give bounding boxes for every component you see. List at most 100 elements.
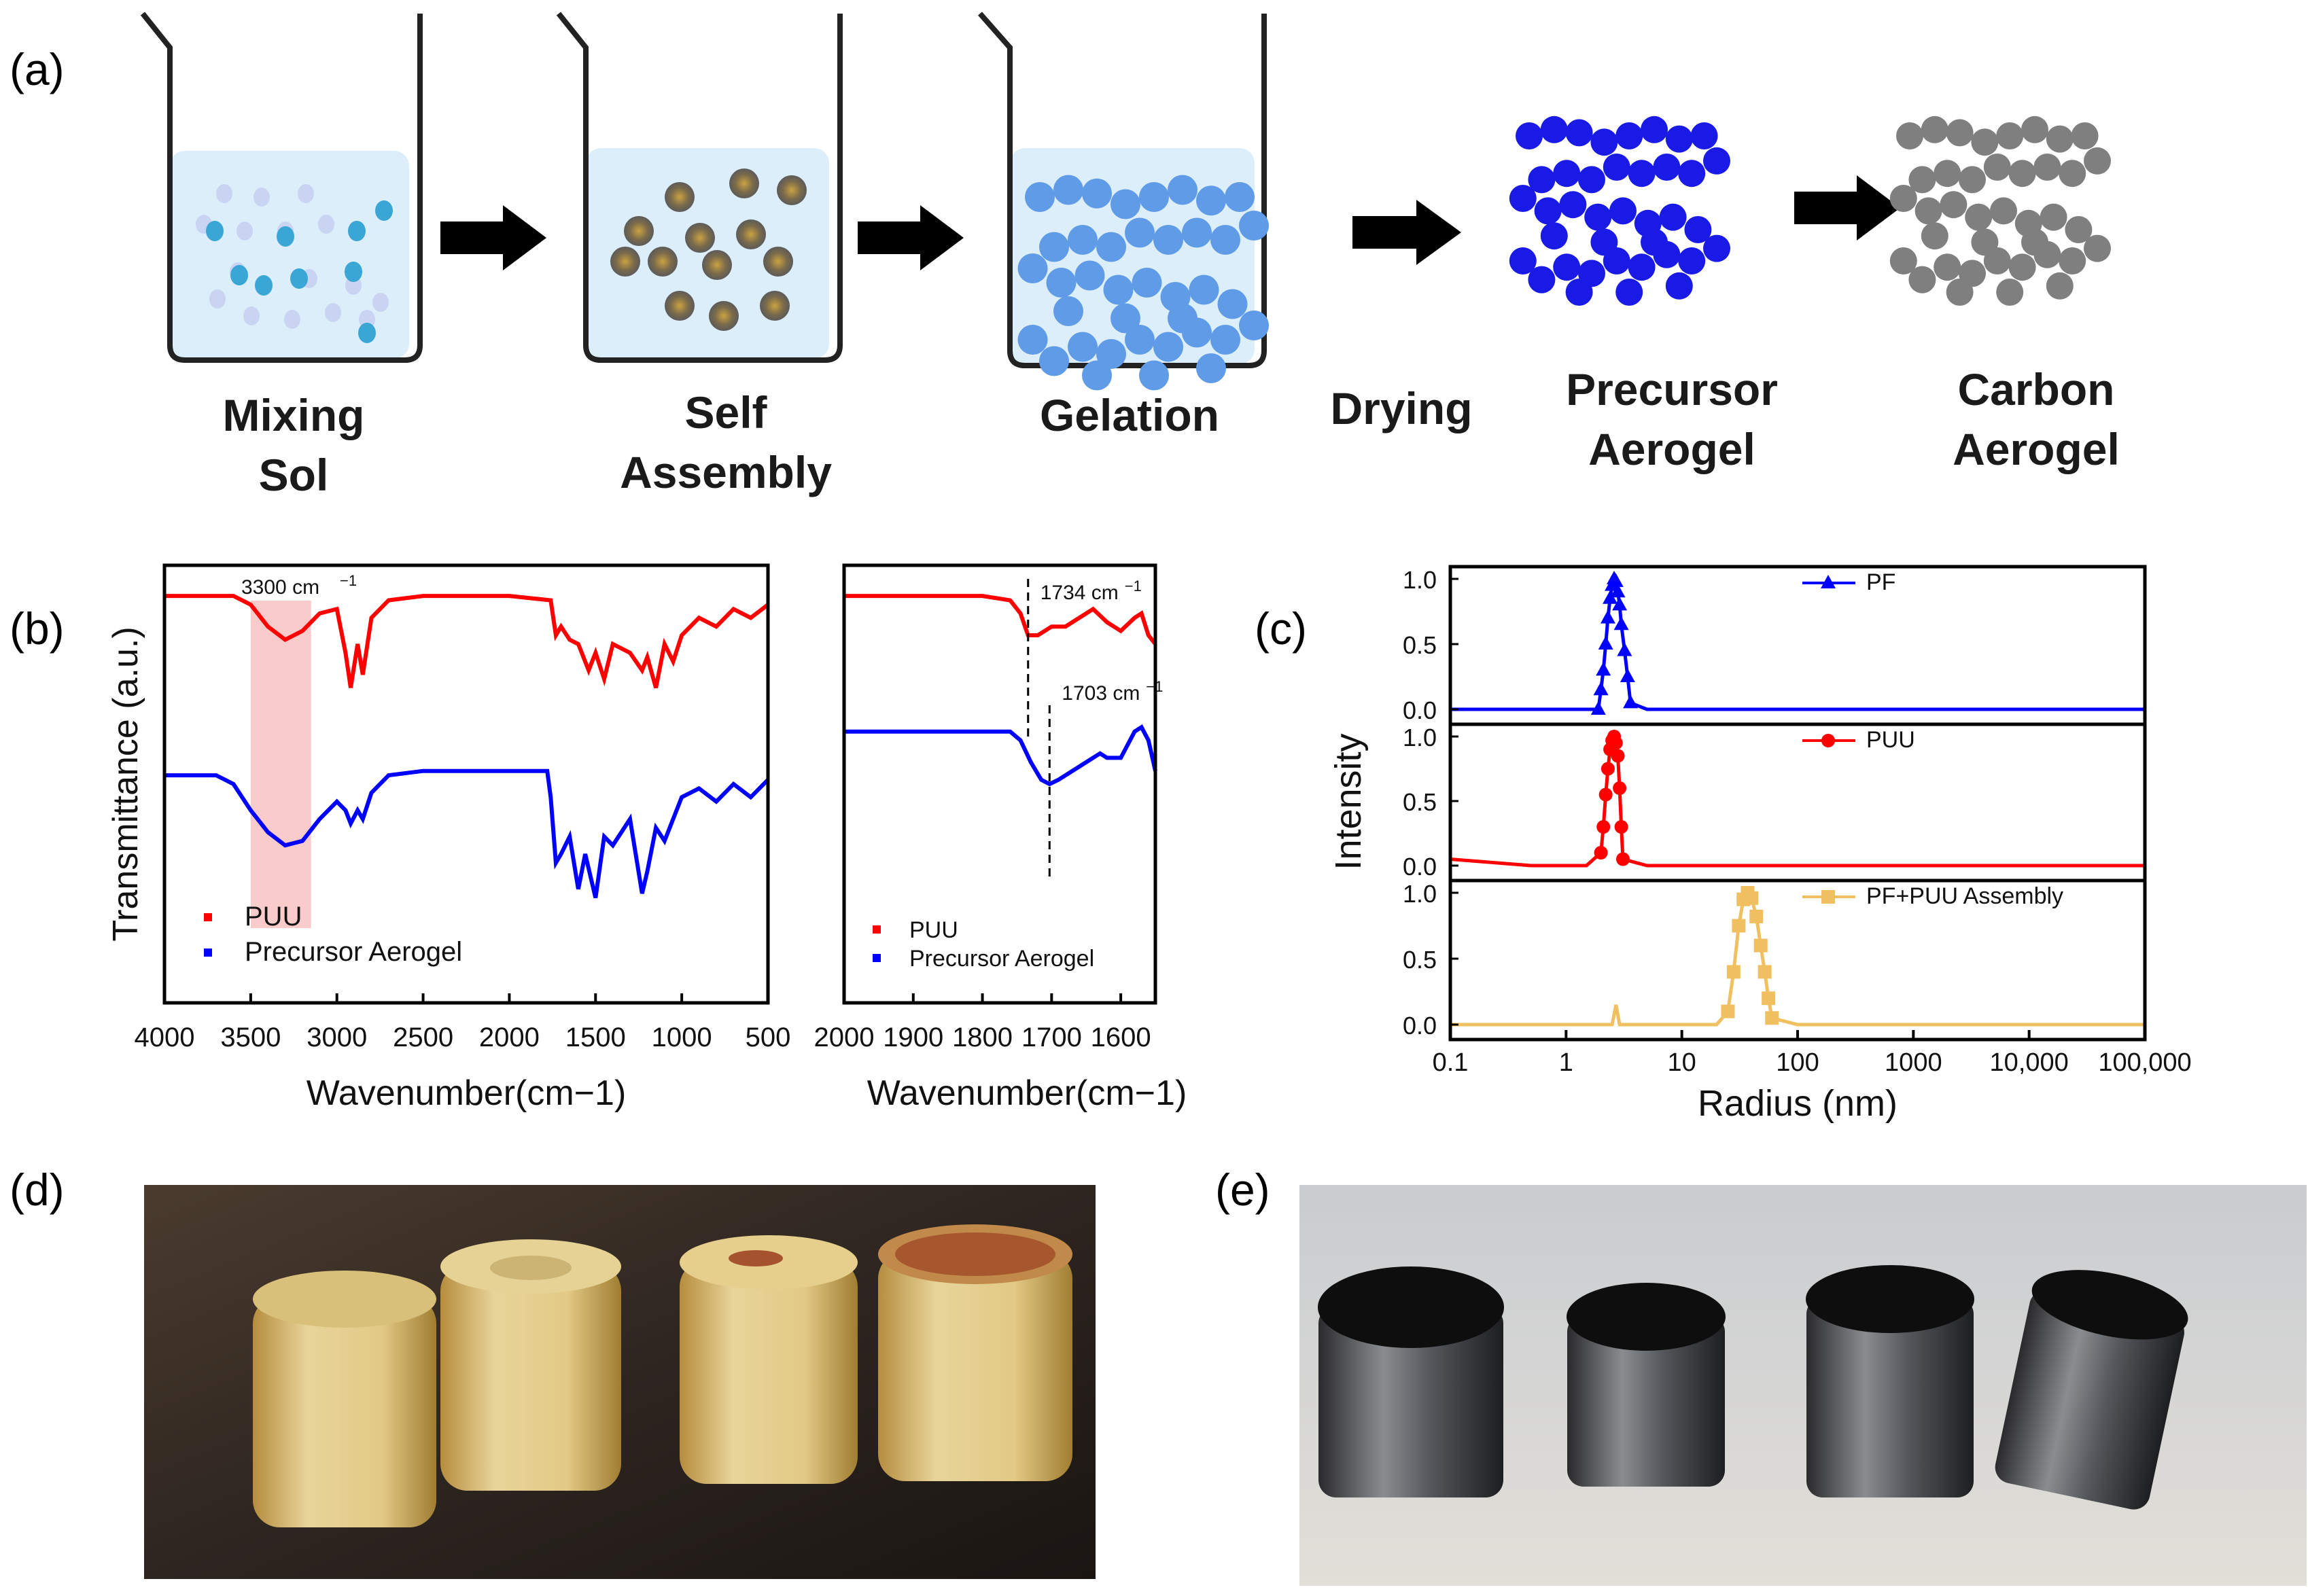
precursor-particle xyxy=(1516,122,1543,149)
gel-particle xyxy=(1025,182,1055,212)
gel-particle xyxy=(1082,360,1112,391)
data-point xyxy=(1593,681,1609,696)
x-tick-label: 0.1 xyxy=(1433,1048,1469,1077)
assembled-particle xyxy=(648,247,678,277)
data-point xyxy=(1596,662,1611,676)
carbon-particle xyxy=(1934,160,1961,188)
data-point xyxy=(1623,694,1639,709)
precursor-particle xyxy=(1615,279,1643,306)
series-line-pf-puu-assembly xyxy=(1450,889,2145,1027)
gel-particle xyxy=(1189,274,1219,305)
data-point xyxy=(1758,965,1772,979)
precursor-particle xyxy=(1534,197,1562,225)
data-point xyxy=(1612,597,1628,611)
beaker-liquid xyxy=(170,151,409,359)
x-tick-label: 10,000 xyxy=(1990,1048,2069,1077)
panel-d: (d) xyxy=(10,1165,1096,1579)
precursor-particle xyxy=(1703,147,1730,175)
gel-particle xyxy=(1103,274,1134,305)
data-point xyxy=(1617,642,1632,656)
sol-particle-light xyxy=(253,188,270,207)
y-tick-label: 0.0 xyxy=(1403,853,1437,881)
beaker-mixing-sol xyxy=(140,12,423,363)
carbon-particle xyxy=(2008,253,2036,281)
data-point xyxy=(1614,820,1628,834)
ftir-full-chart: 4000 3500 3000 2500 2000 1500 1000 500 Wavenumbe… xyxy=(106,563,791,1113)
x-tick-label: 3500 xyxy=(220,1023,281,1052)
beaker-gelation xyxy=(977,12,1269,391)
precursor-particle xyxy=(1590,128,1618,156)
sol-particles xyxy=(196,184,393,343)
legend-marker xyxy=(1821,575,1836,588)
annotation-label: 1703 cm xyxy=(1062,682,1140,705)
x-tick-label: 10 xyxy=(1668,1048,1696,1077)
x-tick-label: 4000 xyxy=(135,1023,195,1052)
carbon-particle xyxy=(1971,128,1999,156)
sol-particle-light xyxy=(298,184,314,203)
annotation-3300-superscript: −1 xyxy=(340,572,357,589)
carbon-aerogel-photo xyxy=(1299,1185,2307,1586)
gel-particle xyxy=(1139,360,1169,391)
carbon-particle xyxy=(2033,154,2061,181)
y-tick-label: 1.0 xyxy=(1403,566,1437,594)
precursor-particle xyxy=(1553,160,1581,188)
gel-particle xyxy=(1168,175,1197,205)
sol-particle-light xyxy=(284,310,300,329)
precursor-particle xyxy=(1690,122,1718,149)
step-label-carbon: Carbon xyxy=(1958,364,2115,414)
precursor-particle xyxy=(1578,166,1605,194)
yellow-cylinder-3 xyxy=(680,1235,858,1484)
data-point xyxy=(1749,909,1764,923)
precursor-particle xyxy=(1665,272,1693,300)
black-cylinder-4 xyxy=(1995,1270,2188,1510)
precursor-particle xyxy=(1509,185,1537,212)
carbon-aerogel-network xyxy=(1889,116,2111,306)
gel-particle xyxy=(1111,303,1140,334)
carbon-particle xyxy=(2084,147,2111,175)
beaker-outline xyxy=(977,12,1267,368)
x-tick-label: 500 xyxy=(746,1023,791,1052)
carbon-particle xyxy=(1965,203,1993,231)
yellow-cylinder-2 xyxy=(440,1239,621,1491)
carbon-particle xyxy=(1996,122,2024,149)
legend-swatch xyxy=(873,954,881,962)
gel-particle xyxy=(1125,217,1155,248)
assembled-particle xyxy=(760,291,790,321)
precursor-particle xyxy=(1678,160,1706,188)
assembled-particle xyxy=(702,250,732,280)
panel-d-letter: (d) xyxy=(10,1165,65,1215)
data-point xyxy=(1721,1004,1735,1018)
gel-particle xyxy=(1046,268,1077,298)
y-tick-label: 0.5 xyxy=(1403,946,1437,974)
gel-particle xyxy=(1074,260,1105,291)
gel-particle xyxy=(1132,268,1162,298)
data-point xyxy=(1608,573,1624,587)
carbon-particle xyxy=(1896,122,1923,149)
sol-particle-light xyxy=(243,306,260,325)
carbon-particle xyxy=(2021,228,2048,256)
data-point xyxy=(1745,891,1759,905)
precursor-particle xyxy=(1628,253,1656,281)
legend-swatch xyxy=(873,925,881,934)
data-point xyxy=(1613,781,1627,795)
x-tick-label: 2000 xyxy=(814,1023,875,1052)
assembled-particle xyxy=(665,291,695,321)
y-axis-label: Transmittance (a.u.) xyxy=(106,626,145,941)
step-label-assembly: Assembly xyxy=(620,447,832,497)
precursor-aerogel-network xyxy=(1509,116,1730,306)
precursor-particle xyxy=(1615,122,1643,149)
x-tick-label: 1900 xyxy=(883,1023,943,1052)
step-label-self: Self xyxy=(684,387,767,438)
arrow-2 xyxy=(858,205,964,270)
data-point xyxy=(1601,762,1615,776)
gel-particle xyxy=(1111,189,1140,219)
gel-network xyxy=(1017,175,1269,391)
carbon-particle xyxy=(2046,272,2074,300)
gel-particle xyxy=(1217,289,1248,319)
carbon-particle xyxy=(2065,216,2093,243)
series-line-puu xyxy=(164,594,769,689)
precursor-particle xyxy=(1540,116,1568,143)
x-tick-label: 1600 xyxy=(1091,1023,1151,1052)
highlight-band xyxy=(250,601,311,928)
y-tick-label: 0.5 xyxy=(1403,788,1437,816)
